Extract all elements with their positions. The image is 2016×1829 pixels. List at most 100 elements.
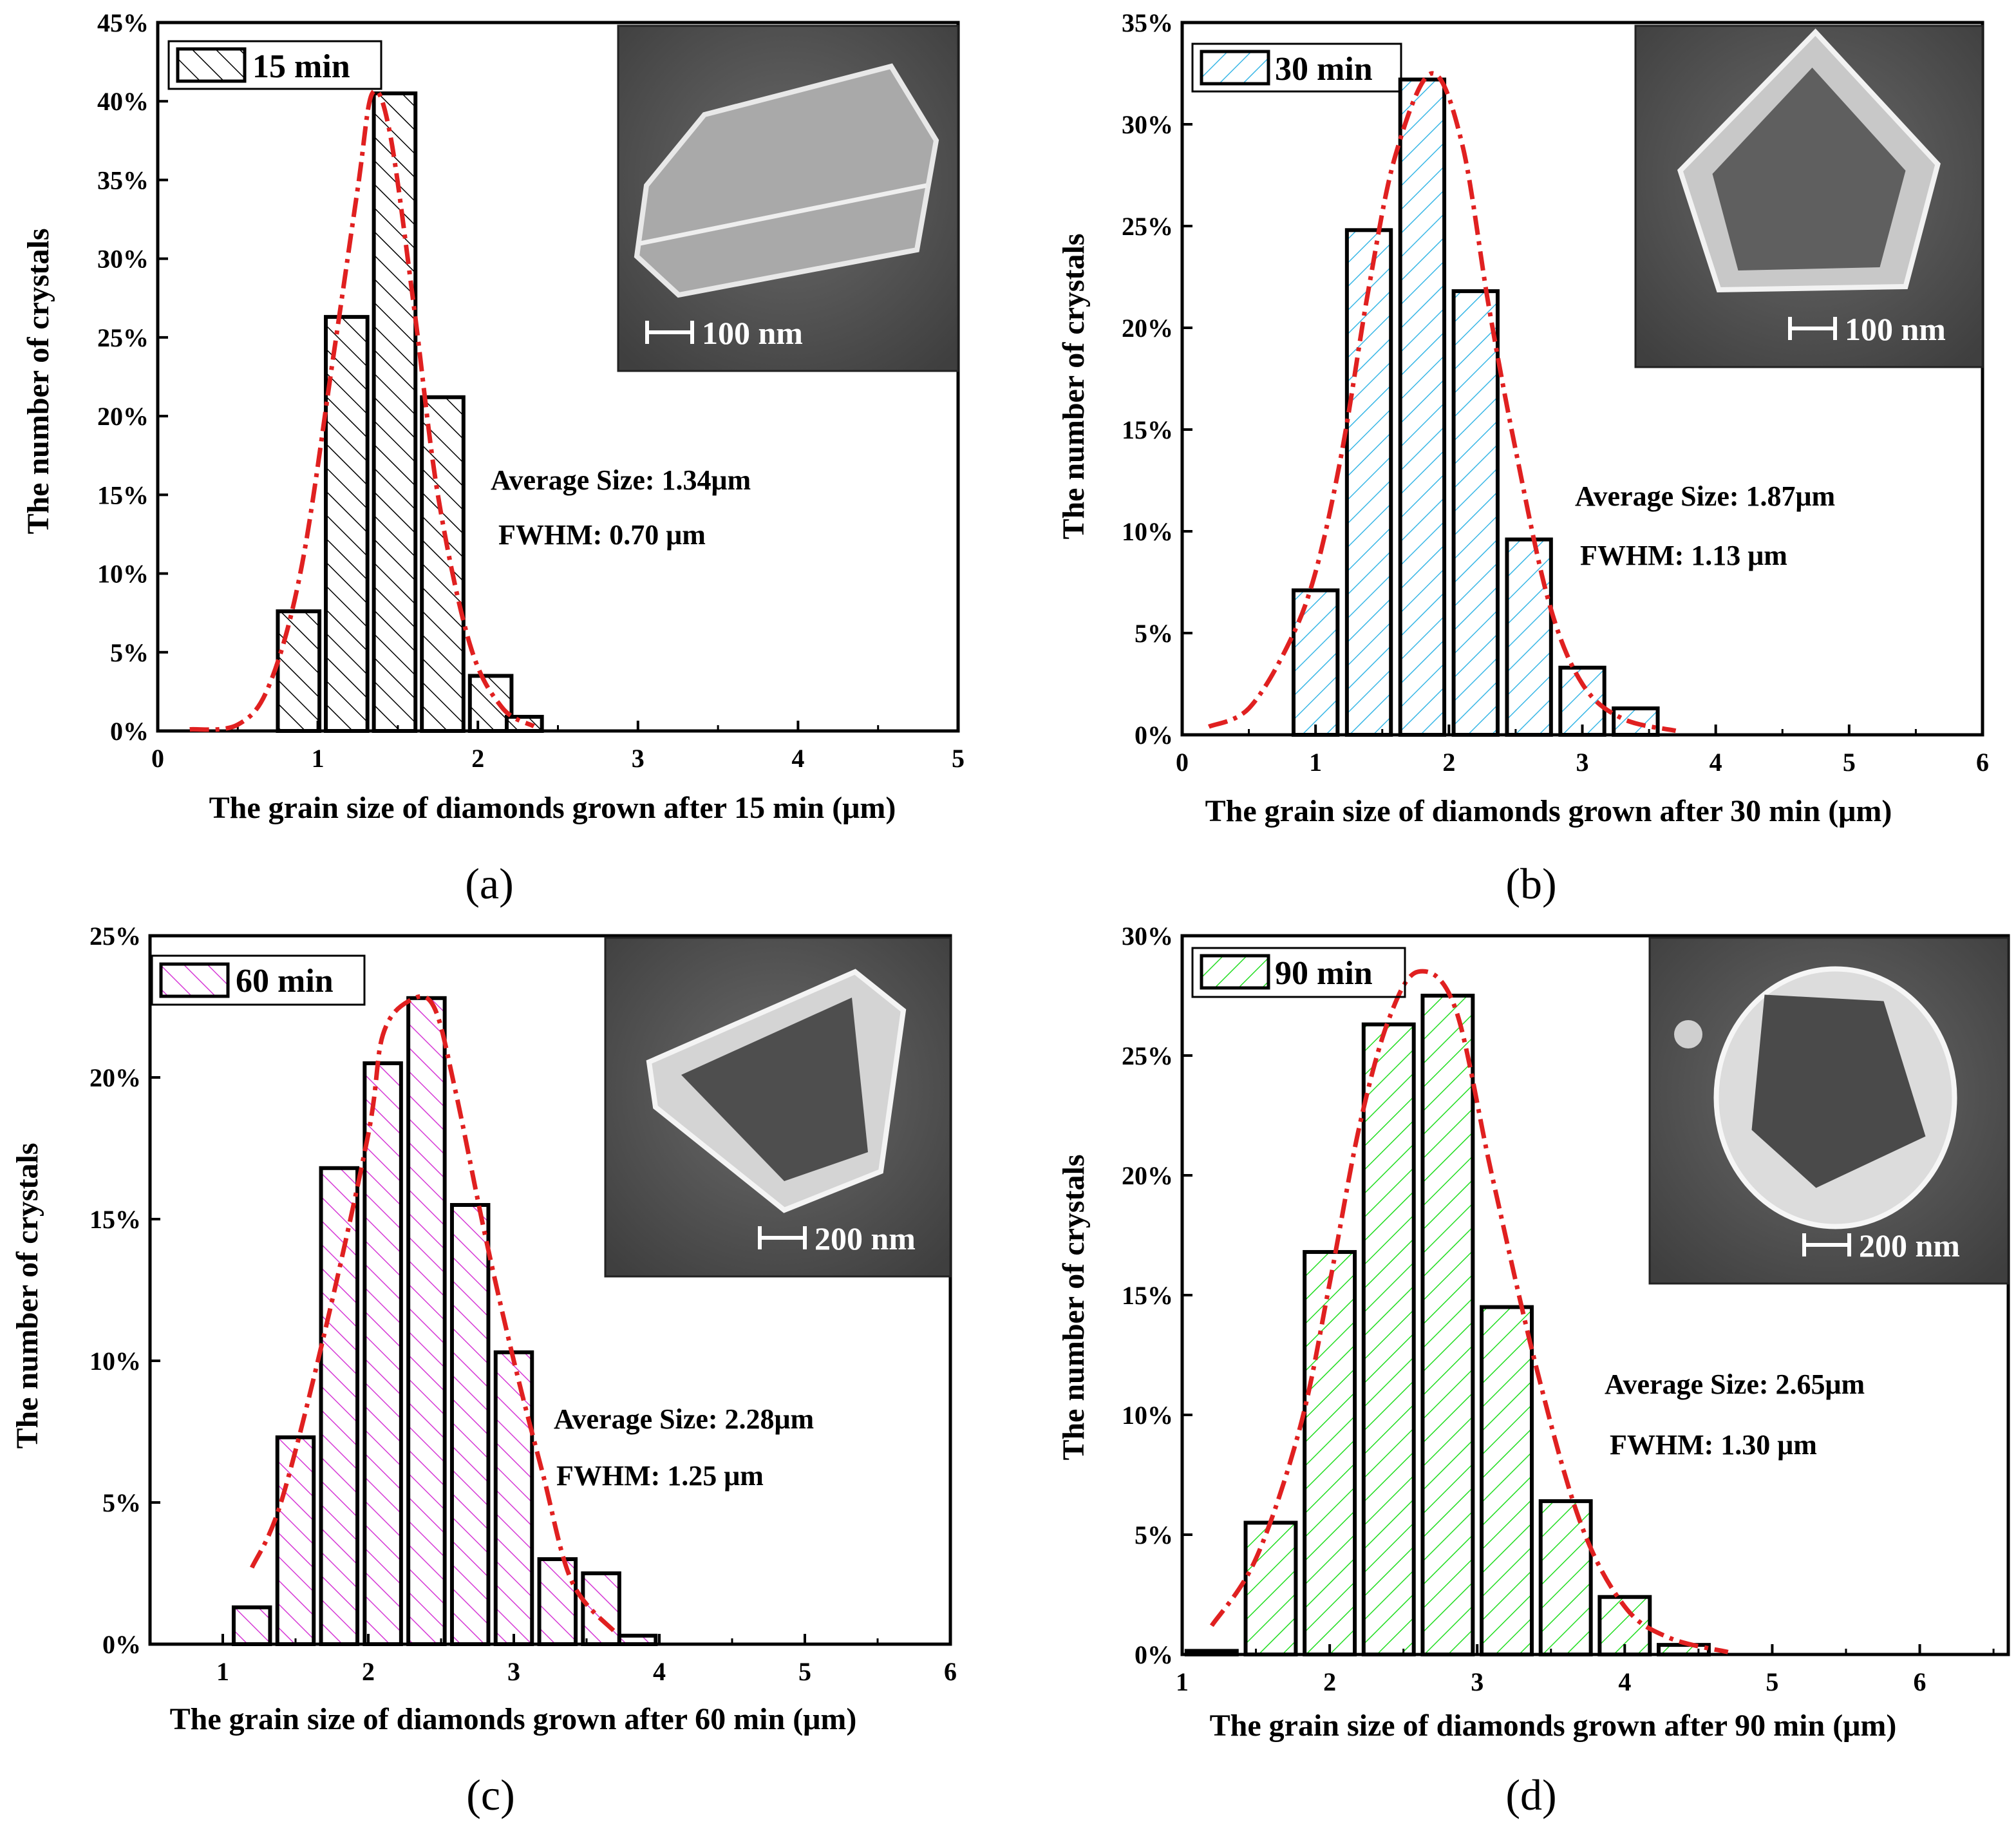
histogram-bar <box>1558 665 1606 737</box>
x-tick-label: 3 <box>1576 748 1589 777</box>
panel-label: (a) <box>465 859 513 908</box>
y-axis-title: The number of crystals <box>1057 233 1091 539</box>
x-tick-label: 4 <box>653 1657 666 1686</box>
y-tick-label: 30% <box>1122 922 1173 951</box>
panel-label: (c) <box>466 1770 514 1819</box>
x-tick-label: 2 <box>1442 748 1455 777</box>
histogram-bar <box>276 609 322 733</box>
legend: 30 min <box>1191 43 1402 93</box>
fit-curve <box>189 88 535 732</box>
x-tick-label: 0 <box>151 744 164 773</box>
legend: 60 min <box>151 954 366 1006</box>
x-tick-label: 1 <box>312 744 325 773</box>
x-tick-label: 5 <box>952 744 965 773</box>
crystal-edge <box>639 183 927 246</box>
x-axis-ticks: 0 1 2 3 4 5 6 <box>1176 725 1989 777</box>
x-tick-label: 4 <box>791 744 804 773</box>
legend-label: 90 min <box>1275 955 1373 992</box>
legend-label: 60 min <box>236 963 334 1000</box>
y-tick-label: 40% <box>97 87 149 116</box>
y-tick-label: 0% <box>110 717 149 746</box>
y-tick-label: 20% <box>89 1063 141 1092</box>
x-tick-label: 0 <box>1176 748 1189 777</box>
y-tick-label: 10% <box>1122 517 1173 546</box>
panel-label: (b) <box>1505 859 1556 908</box>
histogram-bar <box>1480 1305 1534 1656</box>
sem-inset-image: 200 nm <box>604 936 952 1278</box>
y-tick-label: 15% <box>1122 1281 1173 1310</box>
y-tick-label: 20% <box>1122 1161 1173 1190</box>
histogram-bar <box>1538 1499 1593 1656</box>
bar-group <box>1291 77 1660 737</box>
histogram-bar <box>1291 588 1340 737</box>
histogram-bar <box>363 1061 403 1646</box>
y-tick-label: 5% <box>1135 619 1173 648</box>
histogram-bar <box>617 1633 658 1647</box>
crystal-face <box>681 998 868 1181</box>
particle <box>1674 1020 1702 1048</box>
fwhm-label: FWHM: 1.30 μm <box>1610 1429 1817 1461</box>
legend-label: 30 min <box>1275 51 1373 88</box>
histogram-bar <box>493 1350 534 1647</box>
x-tick-label: 4 <box>1710 748 1722 777</box>
x-tick-label: 3 <box>632 744 645 773</box>
y-tick-label: 10% <box>97 560 149 589</box>
y-axis-title: The number of crystals <box>21 228 55 534</box>
y-tick-label: 25% <box>1122 212 1173 241</box>
x-axis-ticks: 1 2 3 4 5 6 <box>149 1634 957 1686</box>
average-size-label: Average Size: 1.87μm <box>1575 480 1835 512</box>
y-axis-title: The number of crystals <box>1057 1154 1091 1460</box>
y-tick-label: 10% <box>1122 1401 1173 1430</box>
x-tick-label: 6 <box>944 1657 957 1686</box>
histogram-bar <box>372 91 418 733</box>
x-tick-label: 5 <box>1766 1667 1778 1696</box>
x-axis-title: The grain size of diamonds grown after 9… <box>1210 1709 1897 1743</box>
histogram-bar <box>319 1166 360 1647</box>
y-tick-label: 15% <box>97 480 149 509</box>
y-tick-label: 25% <box>89 922 141 951</box>
x-tick-label: 2 <box>362 1657 375 1686</box>
legend-frame <box>151 954 366 1006</box>
x-axis-title: The grain size of diamonds grown after 3… <box>1205 794 1892 828</box>
y-tick-label: 5% <box>1135 1521 1173 1549</box>
histogram-bar <box>1184 1649 1239 1656</box>
average-size-label: Average Size: 2.65μm <box>1605 1369 1865 1400</box>
y-tick-label: 25% <box>97 323 149 352</box>
histogram-bar <box>504 715 544 733</box>
y-tick-label: 30% <box>97 245 149 274</box>
x-axis-ticks: 0 1 2 3 4 5 <box>151 721 965 773</box>
x-axis-ticks: 1 2 3 4 5 6 <box>1176 1644 1995 1696</box>
x-axis-title: The grain size of diamonds grown after 6… <box>170 1702 857 1736</box>
y-tick-label: 0% <box>1135 721 1173 750</box>
y-tick-label: 10% <box>89 1347 141 1376</box>
y-tick-label: 20% <box>1122 314 1173 343</box>
crystal-face <box>1751 994 1926 1188</box>
scale-bar-label: 100 nm <box>1845 311 1946 347</box>
legend-swatch <box>1200 50 1270 86</box>
legend-swatch <box>1200 954 1270 990</box>
histogram-bar <box>1344 228 1393 737</box>
histogram-bar <box>406 996 447 1647</box>
panel-a: 0 1 2 3 4 5 0% 5% 10% 15% 20% 25% 30% 35% 40% 45% 15 m… <box>21 8 965 908</box>
y-axis-title: The number of crystals <box>10 1142 44 1448</box>
bar-group <box>1184 994 1711 1657</box>
x-tick-label: 6 <box>1976 748 1989 777</box>
legend-frame <box>167 40 382 90</box>
histogram-bar <box>324 315 370 734</box>
panel-b: 0 1 2 3 4 5 6 0% 5% 10% 15% 20% 25% 30% 35% 30 min 10… <box>1057 8 1989 908</box>
x-tick-label: 1 <box>1309 748 1322 777</box>
y-tick-label: 0% <box>1135 1640 1173 1669</box>
panel-c: 1 2 3 4 5 6 0% 5% 10% 15% 20% 25% 60 min 200 nm Av… <box>10 922 957 1819</box>
fit-curve <box>1207 71 1677 734</box>
bar-group <box>231 996 658 1647</box>
histogram-bar <box>1451 289 1500 737</box>
y-tick-label: 5% <box>102 1488 141 1517</box>
y-tick-label: 5% <box>110 638 149 667</box>
x-tick-label: 2 <box>1323 1667 1336 1696</box>
legend-frame <box>1191 43 1402 93</box>
y-tick-label: 30% <box>1122 110 1173 139</box>
fwhm-label: FWHM: 0.70 μm <box>498 519 706 551</box>
x-tick-label: 4 <box>1618 1667 1631 1696</box>
histogram-bar <box>275 1435 316 1647</box>
